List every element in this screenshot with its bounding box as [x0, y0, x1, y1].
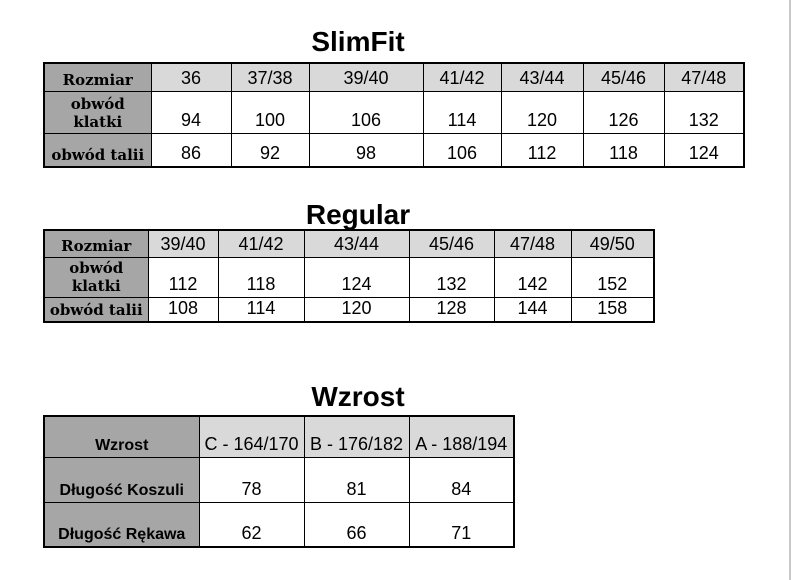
value-cell: 124	[663, 132, 745, 168]
value-cell: 81	[303, 456, 410, 503]
value-cell: 126	[582, 90, 665, 134]
height-header-cell: C - 164/170	[198, 415, 305, 458]
sleeve-length-row: Długość Rękawa 62 66 71	[43, 501, 515, 548]
value-cell: 71	[408, 501, 515, 548]
slimfit-table: Rozmiar 36 37/38 39/40 41/42 43/44 45/46…	[43, 62, 745, 168]
slimfit-header-row: Rozmiar 36 37/38 39/40 41/42 43/44 45/46…	[43, 62, 745, 92]
regular-header-row: Rozmiar 39/40 41/42 43/44 45/46 47/48 49…	[43, 229, 655, 258]
row-label-cell: obwód talii	[43, 132, 152, 168]
value-cell: 112	[500, 132, 584, 168]
value-cell: 112	[147, 256, 219, 298]
value-cell: 142	[493, 256, 572, 298]
value-cell: 158	[570, 296, 655, 323]
value-cell: 94	[150, 90, 232, 134]
size-header-cell: 41/42	[422, 62, 502, 92]
value-cell: 118	[217, 256, 305, 298]
value-cell: 78	[198, 456, 305, 503]
shirt-length-row: Długość Koszuli 78 81 84	[43, 456, 515, 503]
value-cell: 132	[408, 256, 495, 298]
value-cell: 66	[303, 501, 410, 548]
slimfit-title: SlimFit	[311, 26, 405, 57]
regular-table: Rozmiar 39/40 41/42 43/44 45/46 47/48 49…	[43, 229, 655, 323]
row-label-cell: obwód talii	[43, 296, 149, 323]
value-cell: 124	[303, 256, 410, 298]
size-header-cell: 49/50	[570, 229, 655, 258]
size-header-cell: 41/42	[217, 229, 305, 258]
value-cell: 120	[303, 296, 410, 323]
row-label-cell: Długość Koszuli	[43, 456, 200, 503]
value-cell: 62	[198, 501, 305, 548]
regular-title: Regular	[305, 199, 411, 230]
size-header-cell: 45/46	[582, 62, 665, 92]
value-cell: 106	[308, 90, 424, 134]
chest-row: obwód klatki 94 100 106 114 120 126 132	[43, 90, 745, 134]
size-header-cell: 43/44	[500, 62, 584, 92]
size-header-cell: 39/40	[308, 62, 424, 92]
value-cell: 120	[500, 90, 584, 134]
value-cell: 144	[493, 296, 572, 323]
row-label-cell: Długość Rękawa	[43, 501, 200, 548]
row-label-cell: Wzrost	[43, 415, 200, 458]
value-cell: 100	[230, 90, 310, 134]
value-cell: 92	[230, 132, 310, 168]
height-header-cell: B - 176/182	[303, 415, 410, 458]
value-cell: 106	[422, 132, 502, 168]
value-cell: 118	[582, 132, 665, 168]
size-header-cell: 36	[150, 62, 232, 92]
wzrost-title: Wzrost	[311, 381, 405, 412]
waist-row: obwód talii 86 92 98 106 112 118 124	[43, 132, 745, 168]
row-label-cell: Rozmiar	[43, 229, 149, 258]
value-cell: 132	[663, 90, 745, 134]
row-label-cell: obwód klatki	[43, 256, 149, 298]
height-header-cell: A - 188/194	[408, 415, 515, 458]
row-label-cell: obwód klatki	[43, 90, 152, 134]
size-header-cell: 39/40	[147, 229, 219, 258]
size-header-cell: 47/48	[493, 229, 572, 258]
value-cell: 86	[150, 132, 232, 168]
value-cell: 114	[422, 90, 502, 134]
size-header-cell: 37/38	[230, 62, 310, 92]
value-cell: 108	[147, 296, 219, 323]
page-break-line	[789, 0, 791, 580]
wzrost-table: Wzrost C - 164/170 B - 176/182 A - 188/1…	[43, 415, 515, 548]
size-header-cell: 45/46	[408, 229, 495, 258]
value-cell: 84	[408, 456, 515, 503]
value-cell: 152	[570, 256, 655, 298]
row-label-cell: Rozmiar	[43, 62, 152, 92]
size-header-cell: 47/48	[663, 62, 745, 92]
size-header-cell: 43/44	[303, 229, 410, 258]
value-cell: 128	[408, 296, 495, 323]
waist-row: obwód talii 108 114 120 128 144 158	[43, 296, 655, 323]
wzrost-header-row: Wzrost C - 164/170 B - 176/182 A - 188/1…	[43, 415, 515, 458]
value-cell: 114	[217, 296, 305, 323]
value-cell: 98	[308, 132, 424, 168]
chest-row: obwód klatki 112 118 124 132 142 152	[43, 256, 655, 298]
